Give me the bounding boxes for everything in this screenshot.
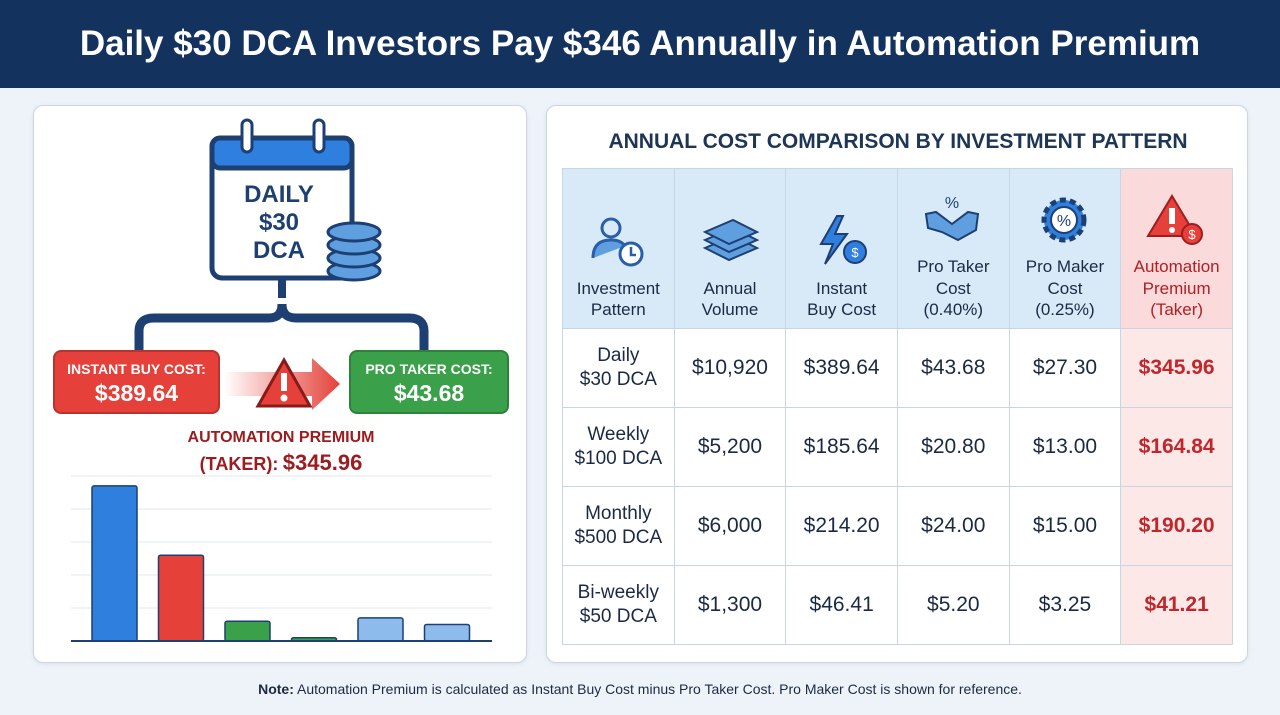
instant-cell: $185.64	[785, 407, 898, 487]
vol-cell: $10,920	[673, 328, 787, 408]
gear-percent-icon: %	[1041, 197, 1087, 243]
maker-cell: $27.30	[1008, 328, 1122, 408]
header-label: Buy Cost	[807, 299, 877, 319]
column-header: % Pro Maker Cost (0.25%)	[1008, 168, 1122, 329]
connector-lines	[134, 303, 429, 351]
vol-cell: $6,000	[673, 486, 787, 566]
pattern-name: Daily	[597, 345, 640, 367]
pattern-cell: Bi-weekly $50 DCA	[562, 565, 675, 645]
note-text: Automation Premium is calculated as Inst…	[293, 681, 1022, 697]
table-row: Monthly $500 DCA $6,000 $214.20 $24.00 $15.00…	[562, 486, 1233, 566]
lightning-dollar-icon: $	[818, 214, 867, 265]
warning-arrow-icon	[224, 356, 340, 410]
header-label: (Taker)	[1150, 299, 1204, 319]
footnote: Note: Automation Premium is calculated a…	[0, 681, 1280, 697]
note-label: Note:	[258, 681, 294, 697]
pattern-amount: $50 DCA	[579, 606, 657, 627]
pattern-cell: Monthly $500 DCA	[562, 486, 675, 566]
column-header: $ Automation Premium (Taker)	[1120, 168, 1233, 329]
instant-cell: $46.41	[785, 565, 898, 645]
pattern-name: Monthly	[585, 503, 652, 525]
vol-cell: $1,300	[673, 565, 787, 645]
column-header: Investment Pattern	[562, 168, 675, 329]
table-row: Weekly $100 DCA $5,200 $185.64 $20.80 $13.00 $…	[562, 407, 1233, 487]
premium-label: AUTOMATION PREMIUM	[187, 429, 375, 446]
premium-label-taker: (TAKER):	[199, 454, 279, 474]
pro-taker-cost-box: PRO TAKER COST: $43.68	[349, 350, 509, 414]
warning-dollar-icon: $	[1145, 194, 1203, 246]
taker-cell: $43.68	[896, 328, 1010, 408]
header-label: Cost	[1047, 278, 1083, 298]
bar	[224, 620, 271, 642]
table-title: ANNUAL COST COMPARISON BY INVESTMENT PAT…	[608, 130, 1188, 153]
cost-comparison-table: Investment Pattern Annual Volume $ Instant Buy…	[562, 168, 1233, 645]
header-label: (0.40%)	[923, 299, 984, 319]
left-panel: DAILY $30 DCA INSTANT BUY COST: $389.64 …	[33, 105, 527, 663]
header-label: Pattern	[590, 299, 646, 319]
premium-cell: $164.84	[1120, 407, 1233, 487]
svg-text:$: $	[851, 245, 859, 260]
table-row: Bi-weekly $50 DCA $1,300 $46.41 $5.20 $3.25 $4…	[562, 565, 1233, 645]
user-clock-icon	[591, 217, 644, 266]
calendar-text-1: DAILY	[244, 181, 314, 208]
instant-buy-label: INSTANT BUY COST:	[67, 361, 206, 377]
premium-cell: $41.21	[1120, 565, 1233, 645]
handshake-percent-icon: %	[925, 195, 980, 242]
svg-text:%: %	[1057, 213, 1071, 230]
bar	[423, 623, 471, 642]
calendar-text-3: DCA	[253, 237, 305, 264]
column-header: $ Instant Buy Cost	[785, 168, 898, 329]
taker-cell: $5.20	[896, 565, 1010, 645]
instant-buy-value: $389.64	[94, 380, 179, 406]
taker-cell: $24.00	[896, 486, 1010, 566]
pro-taker-label: PRO TAKER COST:	[365, 361, 493, 377]
header-label: Cost	[935, 278, 971, 298]
taker-cell: $20.80	[896, 407, 1010, 487]
bar	[91, 485, 138, 642]
svg-text:$: $	[1188, 227, 1196, 242]
right-panel: ANNUAL COST COMPARISON BY INVESTMENT PAT…	[546, 105, 1248, 663]
bar	[157, 554, 205, 642]
vol-cell: $5,200	[673, 407, 787, 487]
header-label: (0.25%)	[1035, 299, 1095, 319]
header-label: Annual	[703, 278, 757, 298]
automation-premium-summary: AUTOMATION PREMIUM (TAKER): $345.96	[34, 429, 528, 476]
pattern-name: Bi-weekly	[577, 582, 659, 604]
maker-cell: $13.00	[1008, 407, 1122, 487]
table-row: Daily $30 DCA $10,920 $389.64 $43.68 $27.30 $3…	[562, 328, 1233, 408]
instant-cell: $389.64	[785, 328, 898, 408]
instant-buy-cost-box: INSTANT BUY COST: $389.64	[53, 350, 220, 414]
premium-cell: $345.96	[1120, 328, 1233, 408]
header-label: Instant	[816, 278, 868, 298]
header-label: Investment	[576, 278, 660, 298]
money-stack-icon	[702, 218, 760, 261]
pattern-cell: Weekly $100 DCA	[562, 407, 675, 487]
premium-value: $345.96	[282, 450, 363, 475]
header-label: Pro Taker	[917, 257, 990, 277]
pattern-name: Weekly	[587, 424, 650, 446]
premium-cell: $190.20	[1120, 486, 1233, 566]
header-label: Pro Maker	[1025, 257, 1105, 277]
pattern-cell: Daily $30 DCA	[562, 328, 675, 408]
header-label: Volume	[701, 299, 759, 319]
maker-cell: $15.00	[1008, 486, 1122, 566]
pattern-amount: $100 DCA	[574, 448, 663, 469]
maker-cell: $3.25	[1008, 565, 1122, 645]
svg-text:%: %	[945, 195, 959, 212]
pro-taker-value: $43.68	[393, 380, 465, 406]
bar-chart	[71, 475, 492, 642]
calendar-coins-icon: DAILY $30 DCA	[209, 118, 382, 298]
pattern-amount: $500 DCA	[574, 527, 663, 548]
page-title: Daily $30 DCA Investors Pay $346 Annuall…	[0, 0, 1280, 88]
header-label: Automation	[1133, 257, 1220, 277]
column-header: % Pro Taker Cost (0.40%)	[896, 168, 1010, 329]
column-header: Annual Volume	[673, 168, 787, 329]
calendar-text-2: $30	[259, 209, 299, 236]
instant-cell: $214.20	[785, 486, 898, 566]
pattern-amount: $30 DCA	[579, 369, 657, 390]
bar	[357, 617, 404, 642]
header-label: Premium	[1142, 278, 1211, 298]
